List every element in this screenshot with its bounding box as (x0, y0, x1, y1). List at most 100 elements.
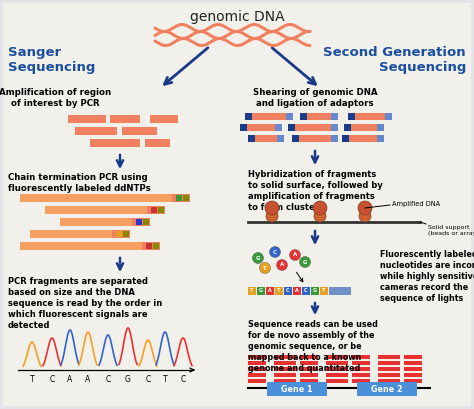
FancyBboxPatch shape (158, 207, 164, 213)
FancyBboxPatch shape (344, 124, 384, 131)
FancyBboxPatch shape (142, 242, 160, 250)
FancyBboxPatch shape (352, 379, 370, 383)
Text: Fluorescently labeled
nucleotides are incorporated
while highly sensitive
camera: Fluorescently labeled nucleotides are in… (380, 250, 474, 303)
FancyBboxPatch shape (331, 135, 338, 142)
Text: C: C (146, 375, 151, 384)
Text: C: C (286, 288, 290, 294)
Text: Solid support
(beads or array): Solid support (beads or array) (428, 225, 474, 236)
FancyBboxPatch shape (292, 135, 338, 142)
FancyBboxPatch shape (300, 355, 318, 359)
FancyBboxPatch shape (123, 231, 129, 237)
FancyBboxPatch shape (404, 379, 422, 383)
FancyBboxPatch shape (110, 115, 140, 123)
FancyBboxPatch shape (288, 124, 295, 131)
FancyBboxPatch shape (248, 373, 266, 377)
FancyBboxPatch shape (342, 135, 349, 142)
Circle shape (358, 201, 372, 215)
FancyBboxPatch shape (248, 287, 256, 295)
Text: A: A (67, 375, 73, 384)
FancyBboxPatch shape (274, 367, 296, 371)
FancyBboxPatch shape (378, 355, 400, 359)
Text: G: G (125, 375, 131, 384)
FancyBboxPatch shape (385, 113, 392, 120)
FancyBboxPatch shape (378, 373, 400, 377)
Text: T: T (277, 288, 281, 294)
FancyBboxPatch shape (404, 361, 422, 365)
FancyBboxPatch shape (300, 367, 318, 371)
Text: genomic DNA: genomic DNA (190, 10, 284, 24)
FancyBboxPatch shape (352, 373, 370, 377)
FancyBboxPatch shape (275, 124, 282, 131)
Text: Gene 1: Gene 1 (281, 384, 313, 393)
FancyBboxPatch shape (300, 113, 307, 120)
FancyBboxPatch shape (331, 113, 338, 120)
FancyBboxPatch shape (183, 195, 189, 201)
Circle shape (359, 210, 371, 222)
FancyBboxPatch shape (30, 230, 112, 238)
Text: C: C (181, 375, 186, 384)
FancyBboxPatch shape (300, 361, 318, 365)
FancyBboxPatch shape (248, 135, 255, 142)
FancyBboxPatch shape (60, 218, 132, 226)
FancyBboxPatch shape (257, 287, 265, 295)
Circle shape (266, 210, 278, 222)
Text: Chain termination PCR using
fluorescently labeled ddNTPs: Chain termination PCR using fluorescentl… (8, 173, 151, 193)
FancyBboxPatch shape (377, 135, 384, 142)
FancyBboxPatch shape (146, 243, 152, 249)
FancyBboxPatch shape (348, 113, 392, 120)
Text: T: T (322, 288, 326, 294)
FancyBboxPatch shape (20, 242, 142, 250)
Text: G: G (259, 288, 263, 294)
FancyBboxPatch shape (348, 113, 355, 120)
FancyBboxPatch shape (151, 207, 157, 213)
Text: Gene 2: Gene 2 (371, 384, 403, 393)
Text: A: A (280, 263, 284, 267)
FancyBboxPatch shape (75, 127, 117, 135)
FancyBboxPatch shape (293, 287, 301, 295)
Circle shape (314, 210, 326, 222)
FancyBboxPatch shape (150, 115, 178, 123)
Text: T: T (263, 265, 267, 270)
FancyBboxPatch shape (378, 379, 400, 383)
FancyBboxPatch shape (378, 367, 400, 371)
Text: T: T (163, 375, 167, 384)
Text: C: C (273, 249, 277, 254)
Text: A: A (295, 288, 299, 294)
FancyBboxPatch shape (248, 367, 266, 371)
FancyBboxPatch shape (274, 355, 296, 359)
FancyBboxPatch shape (45, 206, 147, 214)
Text: Sequence reads can be used
for de novo assembly of the
genomic sequence, or be
m: Sequence reads can be used for de novo a… (248, 320, 378, 373)
FancyBboxPatch shape (326, 379, 348, 383)
FancyBboxPatch shape (153, 243, 159, 249)
Circle shape (265, 201, 279, 215)
FancyBboxPatch shape (248, 361, 266, 365)
Text: Amplification of region
of interest by PCR: Amplification of region of interest by P… (0, 88, 111, 108)
FancyBboxPatch shape (404, 373, 422, 377)
FancyBboxPatch shape (245, 113, 293, 120)
FancyBboxPatch shape (248, 355, 266, 359)
Text: A: A (293, 252, 297, 258)
Circle shape (270, 247, 281, 258)
FancyBboxPatch shape (311, 287, 319, 295)
FancyBboxPatch shape (288, 124, 338, 131)
FancyBboxPatch shape (352, 355, 370, 359)
FancyBboxPatch shape (147, 206, 165, 214)
FancyBboxPatch shape (274, 373, 296, 377)
Text: PCR fragments are separated
based on size and the DNA
sequence is read by the or: PCR fragments are separated based on siz… (8, 277, 162, 330)
FancyBboxPatch shape (377, 124, 384, 131)
FancyBboxPatch shape (90, 139, 140, 147)
FancyBboxPatch shape (267, 382, 327, 396)
Text: C: C (304, 288, 308, 294)
FancyBboxPatch shape (274, 379, 296, 383)
FancyBboxPatch shape (320, 287, 328, 295)
Text: C: C (49, 375, 55, 384)
Text: A: A (85, 375, 91, 384)
Circle shape (313, 201, 327, 215)
Text: Amplified DNA: Amplified DNA (392, 201, 440, 207)
FancyBboxPatch shape (143, 219, 149, 225)
FancyBboxPatch shape (326, 361, 348, 365)
FancyBboxPatch shape (172, 194, 190, 202)
FancyBboxPatch shape (116, 231, 122, 237)
FancyBboxPatch shape (326, 367, 348, 371)
FancyBboxPatch shape (286, 113, 293, 120)
